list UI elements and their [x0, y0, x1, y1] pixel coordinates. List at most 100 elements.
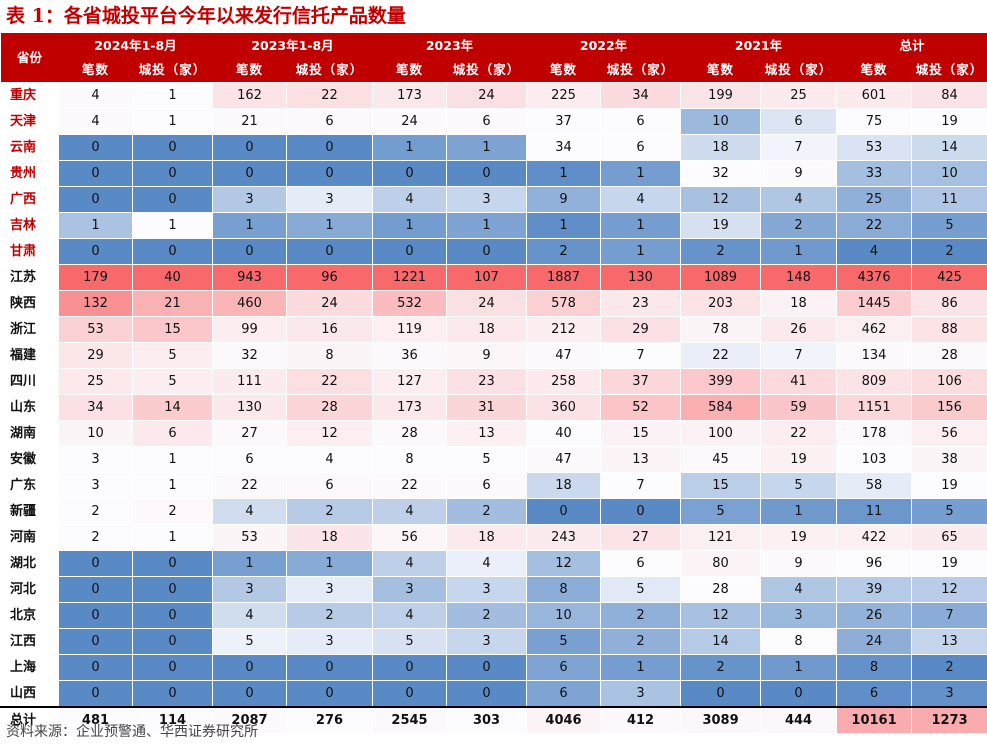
- count-cell: 179: [58, 264, 133, 291]
- count-cell: 532: [372, 290, 447, 317]
- count-cell: 15: [680, 472, 762, 499]
- header-issuers: 城投（家）: [452, 62, 521, 77]
- count-cell: 103: [836, 446, 913, 473]
- issuer-cell: 5: [911, 498, 987, 525]
- issuer-cell: 6: [600, 550, 682, 577]
- issuer-cell: 156: [911, 394, 987, 421]
- issuer-cell: 1: [286, 550, 373, 577]
- total-cell: 412: [600, 706, 682, 734]
- header-row-periods: 省份 2024年1-8月 2023年1-8月 2023年 2022年 2021年…: [0, 33, 987, 65]
- count-cell: 162: [212, 82, 287, 109]
- count-cell: 399: [680, 368, 762, 395]
- issuer-cell: 19: [760, 446, 838, 473]
- issuer-cell: 3: [600, 680, 682, 708]
- province-cell: 上海: [0, 654, 59, 681]
- count-cell: 0: [212, 134, 287, 161]
- count-cell: 462: [836, 316, 913, 343]
- table-body: 重庆 4 1 162 22 173 24 225 34 199 25 601 84 天津 4 1 21 6 24 6 3…: [0, 82, 987, 734]
- header-count: 笔数: [707, 62, 735, 77]
- province-cell: 湖南: [0, 420, 59, 447]
- count-cell: 212: [526, 316, 602, 343]
- issuer-cell: 1: [286, 212, 373, 239]
- count-cell: 0: [680, 680, 762, 708]
- count-cell: 2: [58, 498, 133, 525]
- issuer-cell: 15: [132, 316, 213, 343]
- issuer-cell: 0: [132, 238, 213, 265]
- count-cell: 29: [58, 342, 133, 369]
- count-cell: 4: [372, 550, 447, 577]
- issuer-cell: 7: [600, 342, 682, 369]
- issuer-cell: 22: [286, 368, 373, 395]
- count-cell: 45: [680, 446, 762, 473]
- issuer-cell: 1: [445, 212, 528, 239]
- header-count: 笔数: [395, 62, 423, 77]
- issuer-cell: 7: [760, 342, 838, 369]
- issuer-cell: 13: [911, 628, 987, 655]
- count-cell: 132: [58, 290, 133, 317]
- province-cell: 天津: [0, 108, 59, 135]
- issuer-cell: 88: [911, 316, 987, 343]
- count-cell: 100: [680, 420, 762, 447]
- table-row: 北京 0 0 4 2 4 2 10 2 12 3 26 7: [0, 602, 987, 629]
- issuer-cell: 3: [445, 186, 528, 213]
- issuer-cell: 1: [445, 134, 528, 161]
- issuer-cell: 19: [911, 550, 987, 577]
- issuer-cell: 6: [600, 108, 682, 135]
- count-cell: 32: [680, 160, 762, 187]
- issuer-cell: 9: [445, 342, 528, 369]
- total-row: 总计 481 114 2087 276 2545 303 4046 412 3089 444 1016…: [0, 706, 987, 734]
- issuer-cell: 0: [445, 160, 528, 187]
- issuer-cell: 0: [132, 602, 213, 629]
- count-cell: 39: [836, 576, 913, 603]
- issuer-cell: 31: [445, 394, 528, 421]
- total-cell: 2087: [212, 706, 287, 734]
- count-cell: 4: [212, 602, 287, 629]
- issuer-cell: 19: [911, 108, 987, 135]
- header-issuers: 城投（家）: [295, 62, 364, 77]
- count-cell: 1: [212, 550, 287, 577]
- issuer-cell: 0: [132, 680, 213, 708]
- count-cell: 130: [212, 394, 287, 421]
- count-cell: 173: [372, 394, 447, 421]
- count-cell: 12: [680, 602, 762, 629]
- issuer-cell: 14: [911, 134, 987, 161]
- count-cell: 1887: [526, 264, 602, 291]
- issuer-cell: 1: [760, 654, 838, 681]
- table-row: 浙江 53 15 99 16 119 18 212 29 78 26 462 88: [0, 316, 987, 343]
- province-cell: 四川: [0, 368, 59, 395]
- count-cell: 4: [58, 82, 133, 109]
- count-cell: 1: [58, 212, 133, 239]
- issuer-cell: 2: [445, 498, 528, 525]
- issuer-cell: 0: [132, 654, 213, 681]
- issuer-cell: 2: [760, 212, 838, 239]
- table-row: 贵州 0 0 0 0 0 0 1 1 32 9 33 10: [0, 160, 987, 187]
- count-cell: 0: [58, 186, 133, 213]
- issuer-cell: 18: [445, 524, 528, 551]
- count-cell: 4: [372, 498, 447, 525]
- count-cell: 0: [212, 160, 287, 187]
- count-cell: 0: [58, 576, 133, 603]
- count-cell: 0: [58, 238, 133, 265]
- issuer-cell: 0: [760, 680, 838, 708]
- header-count: 笔数: [81, 62, 109, 77]
- issuer-cell: 3: [760, 602, 838, 629]
- issuer-cell: 425: [911, 264, 987, 291]
- count-cell: 47: [526, 342, 602, 369]
- count-cell: 119: [372, 316, 447, 343]
- count-cell: 37: [526, 108, 602, 135]
- count-cell: 0: [372, 238, 447, 265]
- table-row: 山西 0 0 0 0 0 0 6 3 0 0 6 3: [0, 680, 987, 708]
- issuer-cell: 3: [445, 628, 528, 655]
- header-issuers: 城投（家）: [138, 62, 207, 77]
- issuer-cell: 15: [600, 420, 682, 447]
- count-cell: 22: [836, 212, 913, 239]
- count-cell: 21: [212, 108, 287, 135]
- count-cell: 225: [526, 82, 602, 109]
- count-cell: 178: [836, 420, 913, 447]
- count-cell: 26: [836, 602, 913, 629]
- count-cell: 4: [372, 602, 447, 629]
- count-cell: 943: [212, 264, 287, 291]
- count-cell: 1: [212, 212, 287, 239]
- issuer-cell: 106: [911, 368, 987, 395]
- province-cell: 江西: [0, 628, 59, 655]
